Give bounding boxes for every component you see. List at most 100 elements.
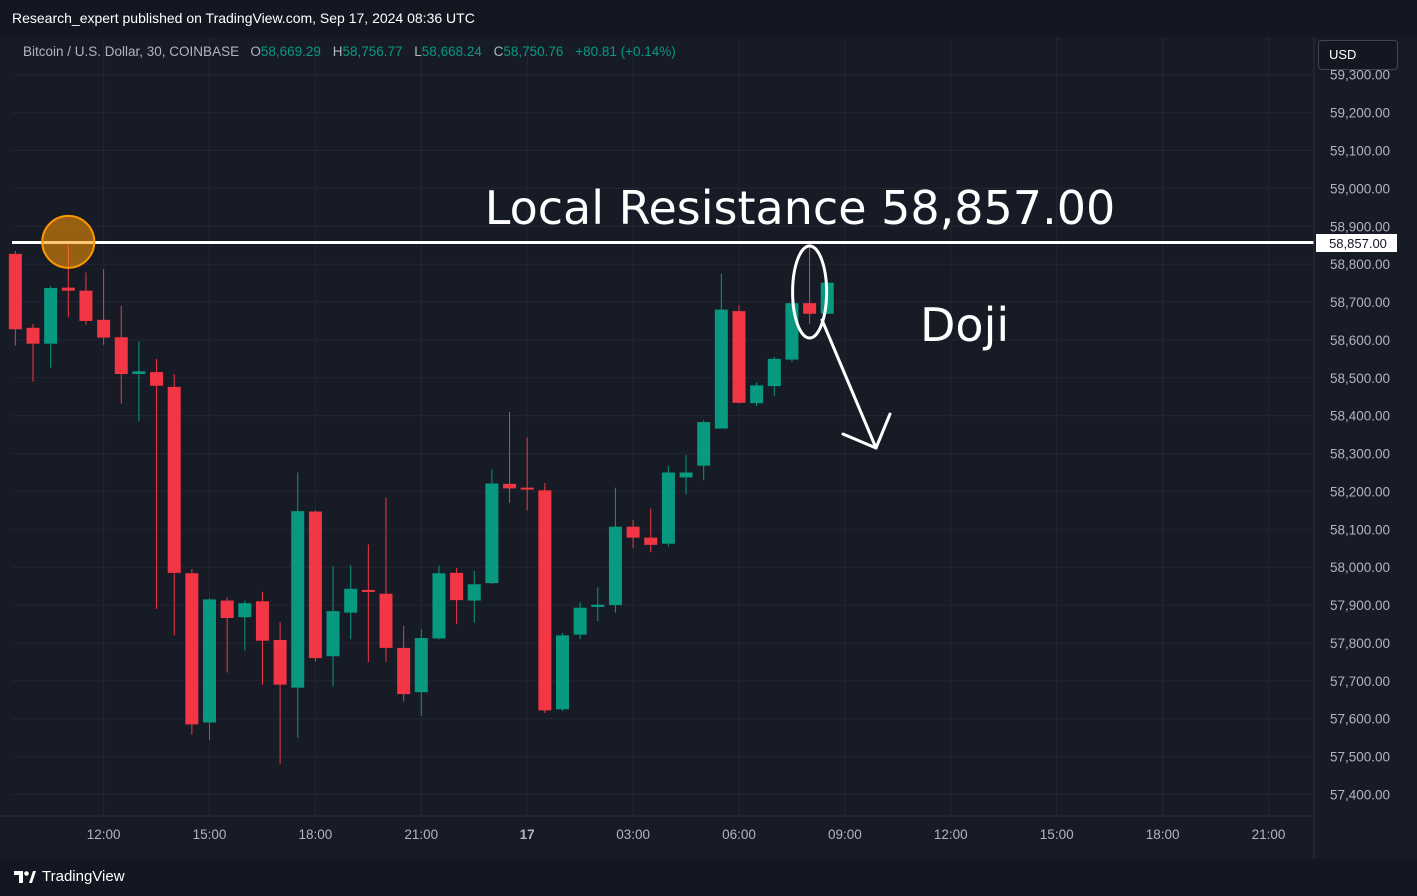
price-tick-label: 57,700.00 — [1330, 674, 1390, 689]
annotation-markers — [41, 214, 892, 450]
high-label: H — [332, 44, 343, 59]
candle — [114, 305, 128, 404]
time-tick-label: 03:00 — [616, 827, 650, 842]
price-tick-label: 59,300.00 — [1330, 68, 1390, 83]
grid-lines — [12, 37, 1314, 816]
time-tick-label: 06:00 — [722, 827, 756, 842]
candle-body — [291, 511, 305, 688]
candle — [450, 567, 464, 625]
candle-body — [132, 371, 146, 374]
candle — [44, 286, 58, 368]
candle-body — [344, 588, 358, 613]
candle-body — [520, 487, 534, 490]
time-tick-label: 18:00 — [1146, 827, 1180, 842]
candle — [750, 382, 764, 407]
candle — [467, 570, 481, 623]
candle — [185, 569, 199, 735]
time-tick-label: 12:00 — [934, 827, 968, 842]
candle — [26, 323, 40, 382]
time-tick-label: 21:00 — [1252, 827, 1286, 842]
price-tick-label: 58,100.00 — [1330, 522, 1390, 537]
symbol-name: Bitcoin / U.S. Dollar, 30, COINBASE — [23, 44, 240, 59]
candle — [538, 483, 552, 714]
publish-line: Research_expert published on TradingView… — [12, 10, 475, 26]
candle-body — [450, 572, 464, 601]
candle-body — [750, 385, 764, 404]
resistance-price-text: 58,857.00 — [1329, 236, 1387, 251]
candle-body — [626, 526, 640, 538]
tradingview-brand: TradingView — [42, 868, 125, 885]
candle-body — [432, 573, 446, 639]
candle-body — [379, 593, 393, 648]
candle-body — [79, 290, 93, 321]
time-tick-label: 17 — [520, 827, 535, 842]
publish-header: Research_expert published on TradingView… — [0, 0, 1417, 37]
candle-body — [203, 599, 216, 723]
candle — [97, 269, 111, 345]
tradingview-logo-icon — [14, 870, 36, 883]
close-value: 58,750.76 — [503, 44, 564, 59]
price-tick-label: 58,000.00 — [1330, 560, 1390, 575]
candle-body — [661, 472, 675, 544]
candle — [503, 411, 517, 503]
price-tick-label: 58,500.00 — [1330, 371, 1390, 386]
candle-body — [608, 526, 622, 606]
candle-body — [591, 604, 605, 607]
candle — [167, 373, 181, 636]
candle — [132, 341, 146, 422]
price-tick-label: 58,400.00 — [1330, 409, 1390, 424]
candle-body — [308, 511, 322, 659]
price-chart[interactable]: 57,400.00 57,500.00 57,600.00 57,700.00 57,8… — [0, 37, 1417, 859]
candle — [803, 242, 817, 324]
high-value: 58,756.77 — [342, 44, 403, 59]
time-tick-label: 09:00 — [828, 827, 862, 842]
down-arrow-head — [841, 412, 892, 450]
candle-body — [485, 483, 499, 584]
time-tick-label: 18:00 — [299, 827, 333, 842]
change-value: +80.81 (+0.14%) — [575, 44, 676, 59]
candle — [326, 566, 340, 687]
price-tick-label: 59,200.00 — [1330, 106, 1390, 121]
doji-ellipse — [791, 244, 829, 340]
candle — [714, 273, 728, 429]
price-tick-label: 58,200.00 — [1330, 484, 1390, 499]
time-tick-label: 21:00 — [404, 827, 438, 842]
candle-body — [803, 303, 817, 314]
candle — [414, 628, 428, 716]
symbol-legend[interactable]: Bitcoin / U.S. Dollar, 30, COINBASE O58,… — [23, 44, 684, 59]
candle — [397, 625, 411, 702]
candle — [591, 587, 605, 621]
doji-annotation-text: Doji — [920, 298, 1009, 352]
candle-body — [97, 319, 111, 338]
price-tick-label: 57,400.00 — [1330, 788, 1390, 803]
price-tick-label: 57,600.00 — [1330, 712, 1390, 727]
candle-body — [679, 472, 693, 478]
price-tick-label: 57,800.00 — [1330, 636, 1390, 651]
price-tick-label: 59,100.00 — [1330, 143, 1390, 158]
candle — [767, 356, 781, 396]
candle-body — [573, 607, 587, 635]
candle-body — [503, 483, 517, 489]
candle — [556, 633, 569, 712]
candle — [150, 358, 164, 609]
candle-body — [414, 638, 428, 693]
price-axis[interactable]: 57,400.00 57,500.00 57,600.00 57,700.00 57,8… — [1330, 68, 1390, 803]
price-tick-label: 58,300.00 — [1330, 447, 1390, 462]
resistance-price-label: 58,857.00 — [1316, 234, 1397, 252]
candle — [626, 519, 640, 549]
price-tick-label: 58,600.00 — [1330, 333, 1390, 348]
candle-body — [467, 584, 481, 601]
resistance-annotation-text: Local Resistance 58,857.00 — [485, 181, 1115, 235]
low-label: L — [414, 44, 422, 59]
candle — [79, 272, 93, 325]
time-axis[interactable]: 12:00 15:00 18:00 21:00 17 03:00 06:00 09:00 12:… — [87, 827, 1286, 842]
candle — [220, 597, 234, 673]
candle-body — [697, 422, 711, 466]
candle-body — [732, 311, 746, 403]
candle — [238, 600, 252, 651]
tradingview-logo[interactable]: TradingView — [14, 868, 125, 885]
candle — [520, 437, 534, 511]
candle — [203, 598, 216, 740]
price-tick-label: 58,800.00 — [1330, 257, 1390, 272]
currency-button[interactable]: USD — [1318, 40, 1398, 70]
